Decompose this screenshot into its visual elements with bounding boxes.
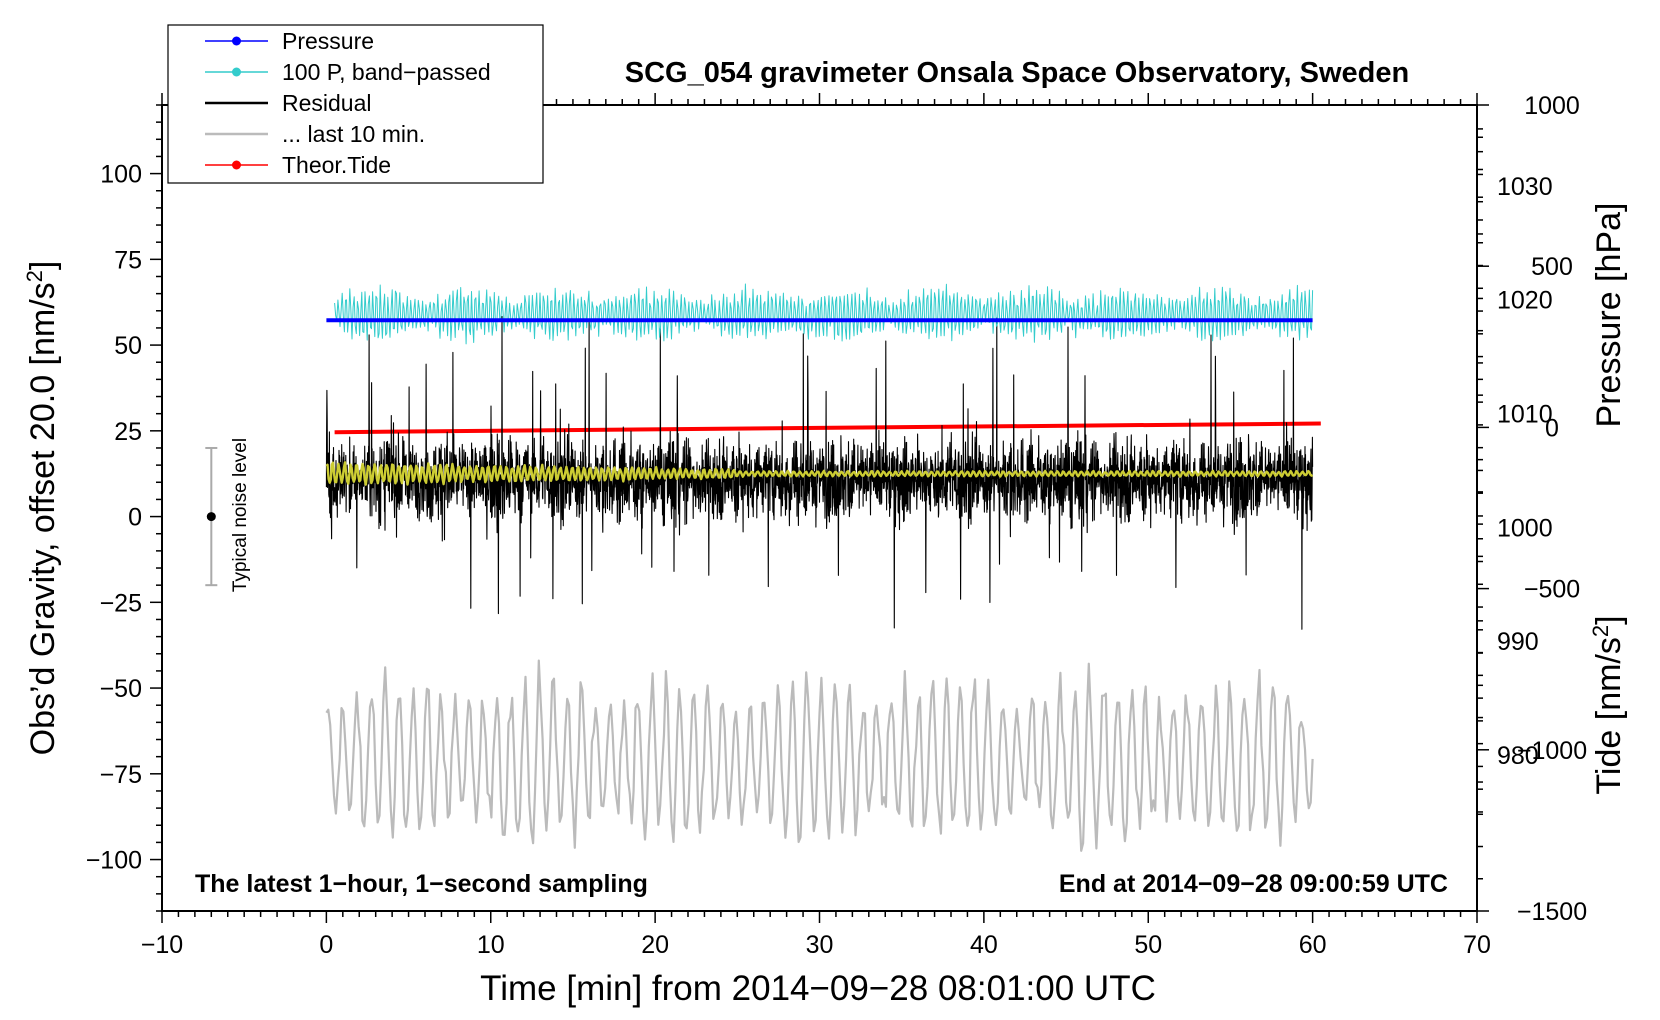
x-tick-label: 20 — [641, 931, 669, 959]
y-tick-label: 25 — [114, 418, 142, 446]
legend-marker-1 — [232, 67, 241, 77]
y-tick-label: −100 — [86, 847, 142, 875]
legend-label-2: Residual — [282, 90, 372, 116]
tide-tick-label: 1000 — [1524, 92, 1580, 120]
series-residual-smoothed — [325, 461, 1314, 486]
legend-label-1: 100 P, band−passed — [282, 59, 491, 85]
y-tick-label: 50 — [114, 332, 142, 360]
pressure-tick-label: 1010 — [1497, 401, 1553, 429]
x-tick-label: 30 — [806, 931, 834, 959]
legend-marker-4 — [232, 160, 241, 170]
x-axis-title: Time [min] from 2014−09−28 08:01:00 UTC — [480, 969, 1156, 1008]
tide-tick-label: 500 — [1531, 253, 1573, 281]
y-axis-title-gravity: Obs’d Gravity, offset 20.0 [nm/s2] — [22, 261, 62, 756]
y-axis-title-pressure: Pressure [hPa] — [1590, 203, 1628, 428]
x-tick-label: 70 — [1463, 931, 1491, 959]
y-axis-title-gravity-sup: 2 — [22, 270, 47, 282]
y-tick-label: −25 — [100, 589, 142, 617]
tide-tick-label: 0 — [1545, 414, 1559, 442]
y-tick-label: 100 — [100, 161, 142, 189]
y-tick-label: −50 — [100, 675, 142, 703]
legend-label-4: Theor.Tide — [282, 152, 391, 178]
series-last-10-min — [325, 659, 1314, 852]
series-theor-tide — [334, 421, 1321, 435]
annotation-sampling: The latest 1−hour, 1−second sampling — [195, 870, 648, 898]
y-tick-label: 0 — [128, 504, 142, 532]
noise-center-dot — [206, 512, 216, 522]
legend-label-3: ... last 10 min. — [282, 121, 425, 147]
pressure-tick-label: 1030 — [1497, 173, 1553, 201]
annotation-end-time: End at 2014−09−28 09:00:59 UTC — [1059, 870, 1448, 898]
x-tick-label: 60 — [1299, 931, 1327, 959]
x-tick-label: 10 — [477, 931, 505, 959]
y-axis-title-gravity-main: Obs’d Gravity, offset 20.0 [nm/s — [24, 282, 62, 755]
series-residual — [325, 315, 1314, 630]
x-tick-label: −10 — [141, 931, 183, 959]
plot-area — [325, 283, 1321, 852]
y-axis-title-tide: Tide [nm/s2] — [1588, 615, 1628, 794]
legend-marker-0 — [232, 36, 241, 46]
axes: −10 0 10 20 30 40 50 60 701007550250−25−50−75−10… — [86, 92, 1587, 959]
x-tick-label: 0 — [319, 931, 333, 959]
pressure-tick-label: 1000 — [1497, 514, 1553, 542]
pressure-tick-label: 990 — [1497, 628, 1539, 656]
chart-title: SCG_054 gravimeter Onsala Space Observat… — [625, 57, 1409, 89]
legend-label-0: Pressure — [282, 28, 374, 54]
plot-frame — [161, 104, 1478, 912]
y-axis-title-gravity-end: ] — [24, 261, 62, 270]
y-tick-label: −75 — [100, 761, 142, 789]
noise-indicator-label: Typical noise level — [230, 438, 251, 592]
y-axis-title-tide-sup: 2 — [1588, 625, 1613, 637]
x-tick-label: 50 — [1134, 931, 1162, 959]
pressure-tick-label: 980 — [1497, 742, 1539, 770]
noise-indicator — [205, 446, 218, 587]
pressure-tick-label: 1020 — [1497, 287, 1553, 315]
series-pressure-band-passed — [334, 283, 1314, 345]
tide-tick-label: −1000 — [1517, 737, 1587, 765]
tide-tick-label: −1500 — [1517, 898, 1587, 926]
y-axis-title-tide-end: ] — [1590, 615, 1628, 624]
tide-tick-label: −500 — [1524, 576, 1580, 604]
x-tick-label: 40 — [970, 931, 998, 959]
legend: Pressure 100 P, band−passed Residual ... la… — [205, 28, 491, 178]
y-tick-label: 75 — [114, 246, 142, 274]
y-axis-title-tide-main: Tide [nm/s — [1590, 637, 1628, 794]
